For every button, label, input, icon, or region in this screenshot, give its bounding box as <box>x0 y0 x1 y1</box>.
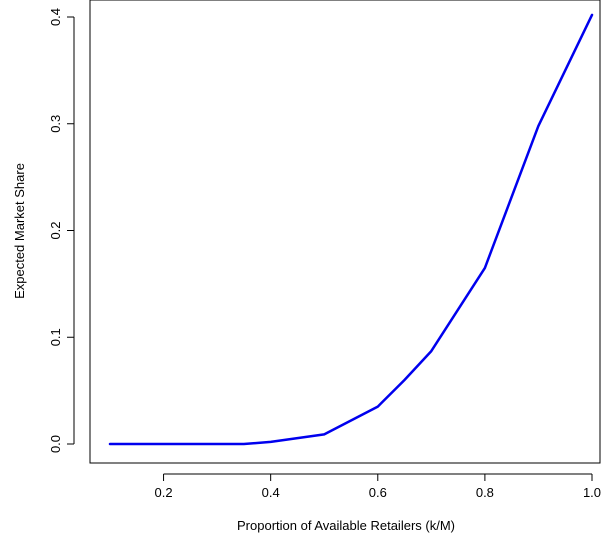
y-tick-label: 0.0 <box>48 435 63 453</box>
series-layer <box>108 13 594 446</box>
series-line-0 <box>108 13 594 446</box>
y-tick-label: 0.4 <box>48 8 63 26</box>
y-axis-title: Expected Market Share <box>12 163 27 299</box>
x-tick-label: 1.0 <box>583 485 601 500</box>
y-tick-label: 0.1 <box>48 328 63 346</box>
y-tick-label: 0.2 <box>48 221 63 239</box>
x-tick-label: 0.6 <box>369 485 387 500</box>
x-axis: 0.2 0.4 0.6 0.8 1.0 <box>155 473 601 500</box>
y-tick-label: 0.3 <box>48 115 63 133</box>
x-tick-label: 0.8 <box>476 485 494 500</box>
x-axis-title: Proportion of Available Retailers (k/M) <box>237 518 455 533</box>
x-tick-label: 0.2 <box>155 485 173 500</box>
plot-frame <box>89 0 601 464</box>
y-axis: 0.0 0.1 0.2 0.3 0.4 <box>48 8 75 453</box>
x-tick-label: 0.4 <box>262 485 280 500</box>
